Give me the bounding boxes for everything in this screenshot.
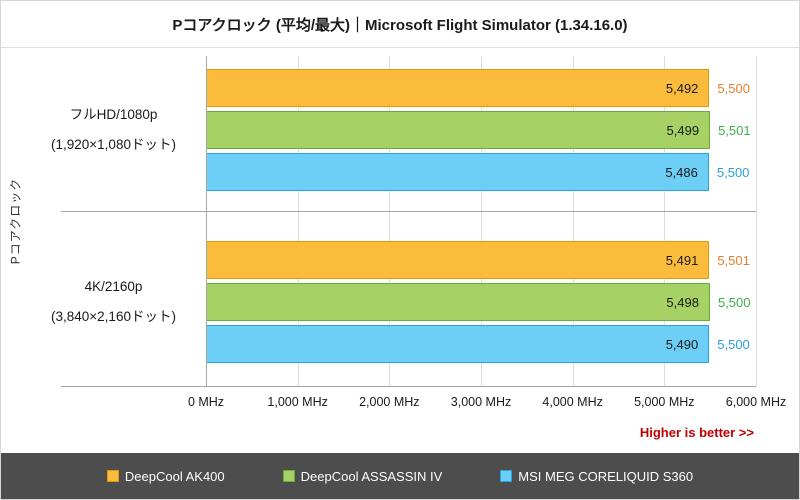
legend-item: DeepCool ASSASSIN IV [282,468,443,484]
gridline [756,56,757,386]
bar: 5,492 [206,69,710,107]
bar: 5,490 [206,325,710,363]
x-tick-label: 5,000 MHz [634,395,695,409]
plot-area: 5,492 5,500 5,499 5,501 5,486 5,500 5,491 5,501… [206,56,757,386]
gridline [297,56,299,386]
bar: 5,491 [206,241,710,279]
legend-label: MSI MEG CORELIQUID S360 [518,468,694,484]
legend-item: DeepCool AK400 [106,468,225,484]
higher-is-better-note: Higher is better >> [639,425,754,440]
x-tick-label: 2,000 MHz [359,395,420,409]
y-axis-line [206,56,207,386]
bar-avg-label: 5,492 [665,80,699,96]
legend-label: DeepCool AK400 [124,468,225,484]
gridline [572,56,574,386]
legend-swatch-icon [106,470,119,482]
gridline [389,56,391,386]
bar-avg-label: 5,499 [666,122,700,138]
bar-max-label: 5,501 [717,252,750,268]
y-axis-title: Pコアクロック [8,177,23,265]
x-axis-ticks: 0 MHz 1,000 MHz 2,000 MHz 3,000 MHz 4,000 MH… [188,393,786,413]
bar-avg-label: 5,490 [665,336,699,352]
group-label-line: (1,920×1,080ドット) [51,137,176,152]
group-label-line: フルHD/1080p [69,107,158,122]
bar: 5,499 [206,111,711,149]
bar-avg-label: 5,486 [665,164,698,180]
bar-max-label: 5,500 [717,80,750,96]
bar: 5,498 [206,283,710,321]
legend-swatch-icon [500,470,513,482]
legend-swatch-icon [282,470,295,482]
group-label-line: 4K/2160p [84,279,143,294]
group-label: フルHD/1080p (1,920×1,080ドット) [26,100,201,160]
chart-title: Pコアクロック (平均/最大)｜Microsoft Flight Simulat… [1,1,799,48]
x-axis-line [61,386,756,387]
legend-item: MSI MEG CORELIQUID S360 [500,469,693,484]
gridline [481,56,482,386]
gridline [664,56,666,386]
group-label-line: (3,840×2,160ドット) [51,309,176,324]
legend-label: DeepCool ASSASSIN IV [300,468,443,484]
x-tick-label: 0 MHz [187,395,225,409]
group-label: 4K/2160p (3,840×2,160ドット) [26,272,201,332]
bar-avg-label: 5,498 [666,294,699,310]
x-tick-label: 3,000 MHz [450,395,512,409]
legend: DeepCool AK400 DeepCool ASSASSIN IV MSI ME… [1,453,799,499]
bar-max-label: 5,501 [718,122,751,138]
x-tick-label: 4,000 MHz [542,395,603,409]
x-tick-label: 6,000 MHz [725,395,787,409]
bar-max-label: 5,500 [717,294,751,310]
bar: 5,486 [206,153,709,191]
bar-avg-label: 5,491 [665,252,699,268]
x-tick-label: 1,000 MHz [267,395,328,409]
bar-max-label: 5,500 [716,164,750,180]
group-separator-line [61,211,756,212]
bar-max-label: 5,500 [717,336,750,352]
